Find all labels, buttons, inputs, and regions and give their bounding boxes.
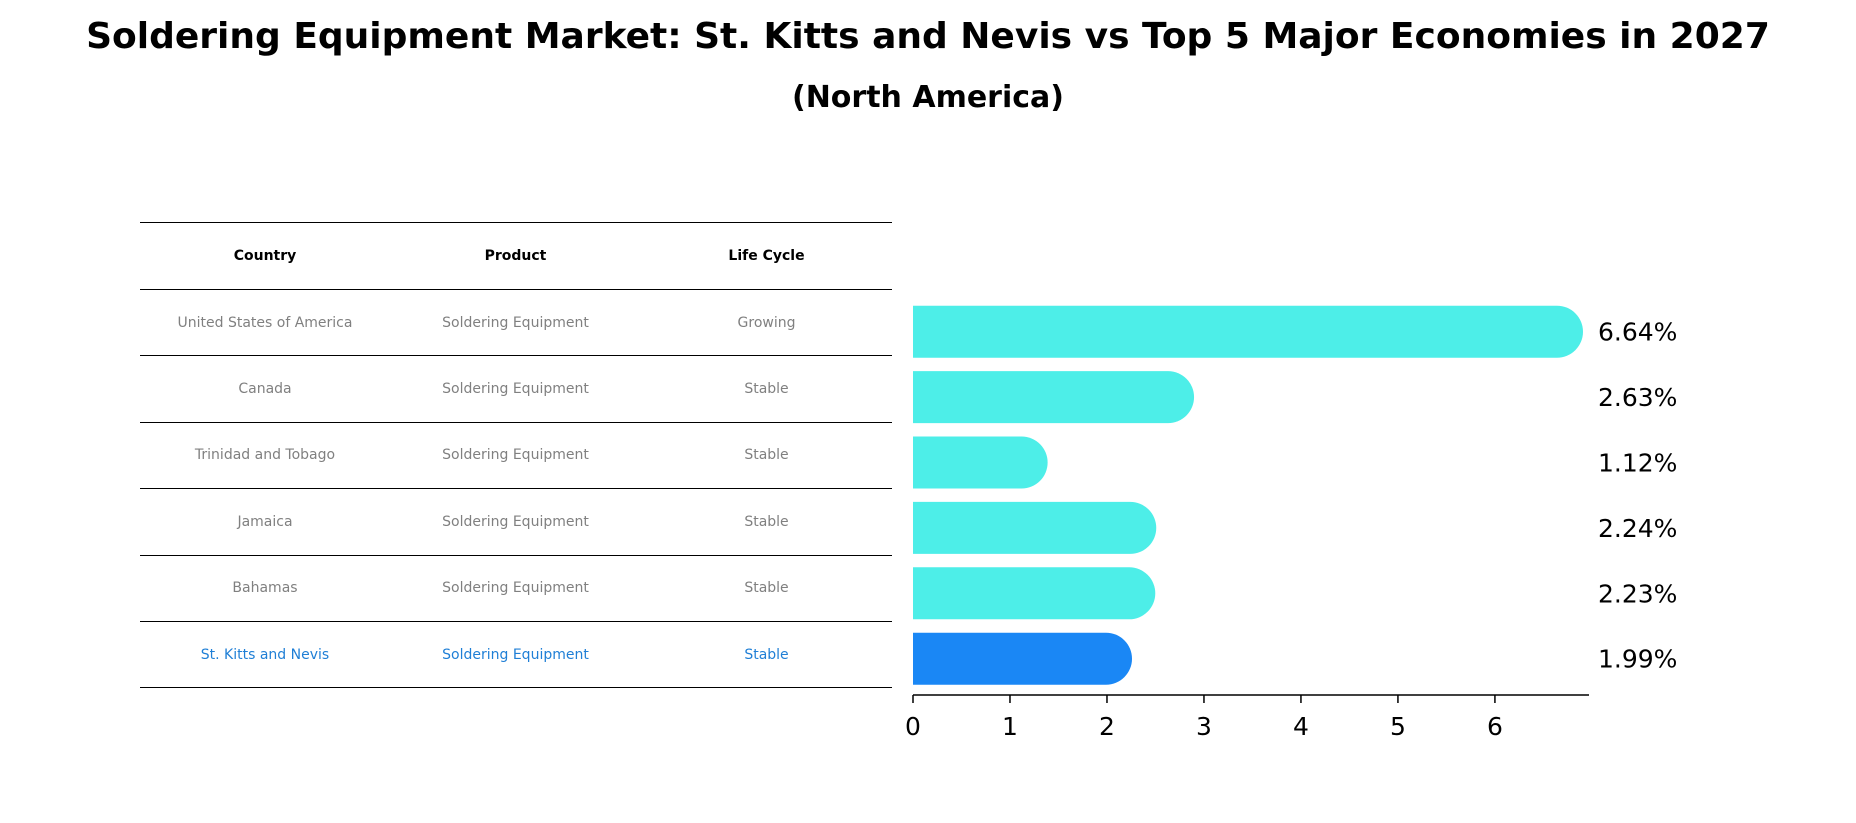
cell-country: Trinidad and Tobago: [140, 422, 390, 490]
bar-value-label: 2.63%: [1598, 383, 1677, 412]
header-country: Country: [140, 222, 390, 290]
cell-country: Bahamas: [140, 555, 390, 622]
cell-product: Soldering Equipment: [390, 555, 641, 622]
bar: [913, 632, 1133, 685]
bar-value-label: 2.24%: [1598, 514, 1677, 543]
bar-value-label: 1.12%: [1598, 449, 1677, 478]
cell-life-cycle: Stable: [641, 488, 892, 556]
bar: [913, 305, 1583, 358]
x-tick-label: 1: [1002, 712, 1018, 741]
table-row: Jamaica Soldering Equipment Stable: [140, 488, 892, 556]
cell-life-cycle: Stable: [641, 555, 892, 622]
bar: [913, 436, 1048, 489]
bar: [913, 501, 1157, 554]
cell-life-cycle: Growing: [641, 289, 892, 357]
cell-country: St. Kitts and Nevis: [140, 621, 390, 689]
cell-life-cycle: Stable: [641, 422, 892, 490]
table-row-highlight: St. Kitts and Nevis Soldering Equipment …: [140, 621, 892, 689]
table-row: Canada Soldering Equipment Stable: [140, 355, 892, 423]
x-tick-label: 5: [1390, 712, 1406, 741]
x-tick-label: 0: [905, 712, 921, 741]
data-table: Country Product Life Cycle United States…: [140, 222, 892, 689]
cell-product: Soldering Equipment: [390, 289, 641, 357]
cell-country: United States of America: [140, 289, 390, 357]
cell-product: Soldering Equipment: [390, 488, 641, 556]
table-row: Trinidad and Tobago Soldering Equipment …: [140, 422, 892, 490]
cell-life-cycle: Stable: [641, 355, 892, 423]
cell-country: Canada: [140, 355, 390, 423]
x-tick-label: 2: [1099, 712, 1115, 741]
bar: [913, 371, 1195, 424]
x-tick-label: 3: [1196, 712, 1212, 741]
header-product: Product: [390, 222, 641, 290]
bar-value-label: 2.23%: [1598, 579, 1677, 608]
cell-country: Jamaica: [140, 488, 390, 556]
x-tick-label: 4: [1293, 712, 1309, 741]
bar: [913, 567, 1156, 620]
cell-product: Soldering Equipment: [390, 355, 641, 423]
header-life-cycle: Life Cycle: [641, 222, 892, 290]
cell-life-cycle: Stable: [641, 621, 892, 689]
table-row: Bahamas Soldering Equipment Stable: [140, 555, 892, 622]
cell-product: Soldering Equipment: [390, 621, 641, 689]
bar-value-label: 1.99%: [1598, 645, 1677, 674]
table-header-row: Country Product Life Cycle: [140, 222, 892, 290]
cell-product: Soldering Equipment: [390, 422, 641, 490]
chart-title: Soldering Equipment Market: St. Kitts an…: [86, 16, 1770, 57]
bar-value-label: 6.64%: [1598, 318, 1677, 347]
table-row: United States of America Soldering Equip…: [140, 289, 892, 357]
x-tick-label: 6: [1487, 712, 1503, 741]
chart-subtitle: (North America): [791, 80, 1064, 115]
